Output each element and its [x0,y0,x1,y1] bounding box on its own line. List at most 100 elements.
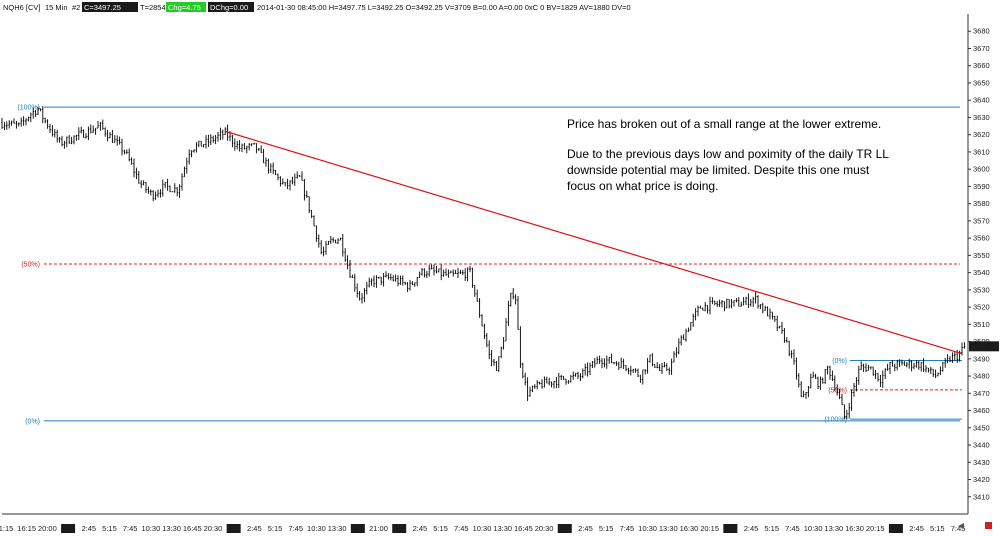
price-tick-label: 3420 [973,475,990,484]
ohlc-bar [1,117,3,129]
header-info: 2014-01-30 08:45:00 H=3497.75 L=3492.25 … [257,3,631,12]
scroll-end-icon[interactable] [985,522,992,529]
ohlc-bar [399,275,402,285]
ohlc-bar [562,375,565,380]
fib-lower-level-label: (0%) [832,358,847,365]
time-tick-label: 2:45 [247,524,262,533]
time-tick-label: 7:45 [123,524,138,533]
ohlc-bar [560,374,563,380]
ohlc-bar [481,314,483,327]
time-tick-label: 2:45 [909,524,924,533]
ohlc-bar [296,171,299,179]
date-marker-bg [888,524,903,533]
time-tick-label: 1:28 [557,524,572,533]
ohlc-bar [3,122,6,131]
price-tick-label: 3430 [973,458,990,467]
ohlc-bar [25,118,27,126]
ohlc-bar [483,323,486,340]
ohlc-bar [217,131,219,142]
fib-lower-level-label: (50%) [828,387,847,394]
ohlc-bar [51,125,54,137]
time-tick-label: 2:45 [413,524,428,533]
scroll-controls[interactable] [958,522,992,529]
ohlc-bar [133,158,135,178]
price-tick-label: 3480 [973,372,990,381]
ohlc-bar [721,299,723,308]
price-tick-label: 3550 [973,251,990,260]
ohlc-bar [454,269,457,274]
ohlc-bar [937,372,939,377]
ohlc-bar [749,298,752,307]
ohlc-bar [121,138,123,156]
ohlc-bar [13,118,15,124]
ohlc-bar [320,240,323,255]
price-tick-label: 3440 [973,441,990,450]
ohlc-bar [289,180,291,191]
header-slot: #2 [72,3,80,12]
scroll-left-icon[interactable] [958,523,964,529]
ohlc-bar [411,281,414,286]
ohlc-bar [409,279,411,291]
price-axis: 3410342034303440345034603470348034903500… [967,14,990,514]
ohlc-bar [363,288,366,303]
time-tick-label: 21:00 [369,524,388,533]
time-axis: 1:15 16:15 20:00 1:23 2:45 5:15 7:45 10:30 13:30… [0,513,968,533]
ohlc-bar [862,363,865,372]
ohlc-bar [632,368,635,374]
ohlc-bar [375,275,378,288]
ohlc-bar [65,136,68,148]
ohlc-bar [901,359,903,366]
ohlc-bar [529,386,531,397]
header-chg-bg [166,2,206,12]
ohlc-bars [1,106,966,420]
ohlc-bar [913,363,915,370]
ohlc-bar [869,366,872,370]
ohlc-bar [735,298,738,303]
ohlc-bar [298,175,301,177]
annotation-line-1: Price has broken out of a small range at… [567,117,881,131]
ohlc-bar [951,352,954,363]
date-marker-bg [226,524,241,533]
ohlc-bar [190,150,193,158]
time-tick-label: 10:30 [473,524,492,533]
price-tick-label: 3510 [973,320,990,329]
annotation: Price has broken out of a small range at… [567,117,889,193]
ohlc-bar [579,373,582,382]
time-tick-label: 7:45 [620,524,635,533]
time-tick-label: 5:15 [599,524,614,533]
ohlc-bar [567,380,570,384]
ohlc-bar [87,126,90,140]
ohlc-bar [269,163,272,174]
ohlc-bar [476,289,479,302]
price-tick-label: 3540 [973,268,990,277]
ohlc-bar [142,180,145,186]
ohlc-bar [327,240,330,245]
ohlc-bar [301,171,303,181]
ohlc-bar [574,372,577,377]
ohlc-bar [817,376,819,390]
ohlc-bar [773,315,776,322]
ohlc-bar [673,351,675,363]
ohlc-bar [425,270,428,279]
ohlc-bar [433,264,435,276]
time-tick-label: 1:27 [392,524,407,533]
ohlc-bar [644,369,647,375]
annotation-line-4: downside potential may be limited. Despi… [567,163,870,177]
ohlc-bar [493,359,495,366]
ohlc-bar [807,385,810,398]
ohlc-bar [392,275,395,282]
ohlc-bar [154,191,157,200]
ohlc-bar [397,275,399,287]
ohlc-bar [135,167,138,180]
time-tick-label: 16:45 [514,524,533,533]
ohlc-bar [953,351,956,361]
ohlc-bar [759,304,762,310]
ohlc-bar [797,373,800,388]
ohlc-bar [925,365,927,373]
date-marker-bg [61,524,76,533]
ohlc-bar [303,179,306,201]
ohlc-bar [944,357,947,368]
ohlc-bar [620,357,623,369]
ohlc-bar [507,300,510,327]
